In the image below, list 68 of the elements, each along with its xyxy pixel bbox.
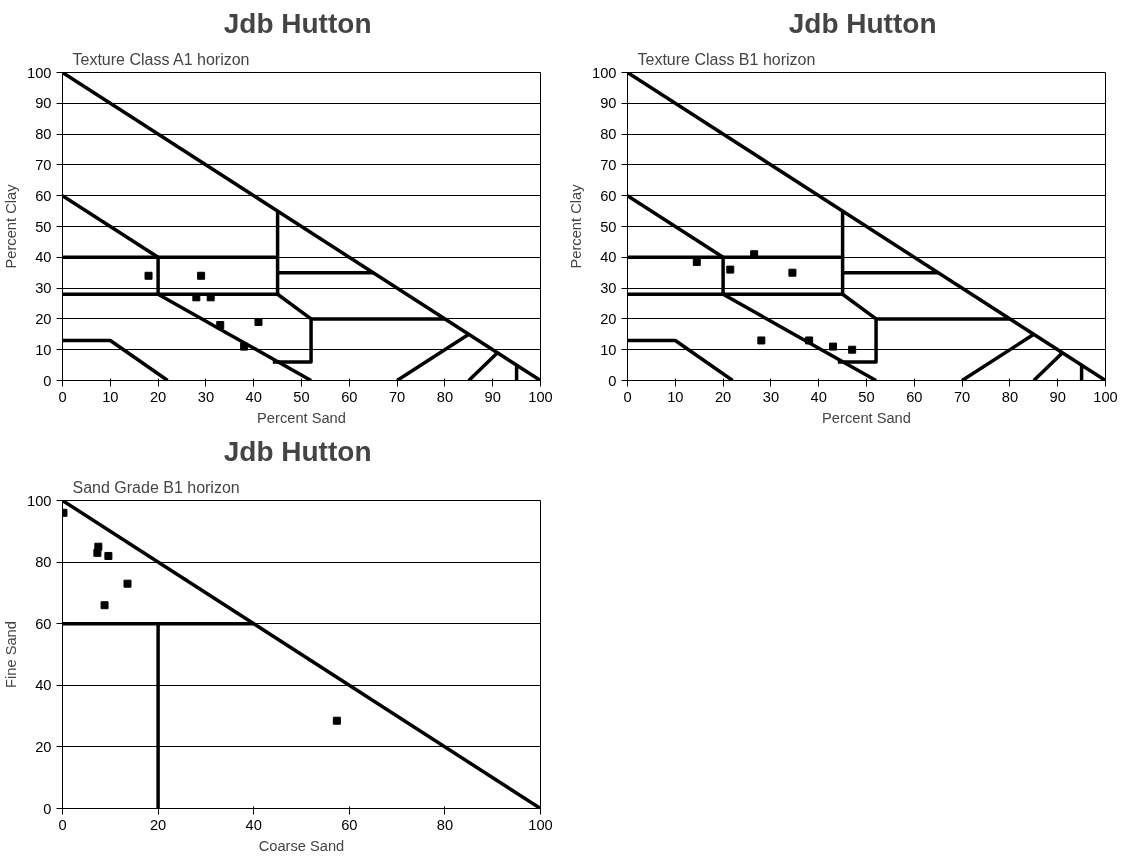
x-tick-label: 40 (245, 816, 262, 833)
y-tick-label: 0 (608, 372, 617, 389)
x-axis-title: Percent Sand (257, 409, 346, 426)
y-tick-label: 50 (35, 218, 52, 235)
chart-title: Jdb Hutton (223, 7, 372, 39)
x-tick-label: 30 (197, 388, 215, 405)
x-tick-label: 50 (858, 388, 875, 405)
x-tick-label: 10 (102, 388, 119, 405)
y-axis-title: Percent Clay (3, 183, 20, 269)
y-tick-label: 70 (35, 156, 52, 173)
y-tick-label: 70 (600, 156, 617, 173)
y-tick-label: 10 (35, 341, 52, 358)
y-tick-label: 20 (600, 310, 617, 327)
y-tick-label: 0 (43, 800, 52, 817)
y-tick-label: 100 (27, 492, 52, 509)
x-tick-label: 90 (484, 388, 501, 405)
y-tick-label: 20 (35, 310, 52, 327)
y-tick-label: 50 (600, 218, 617, 235)
x-tick-label: 90 (1049, 388, 1066, 405)
y-tick-label: 60 (35, 615, 52, 632)
y-tick-label: 90 (600, 95, 617, 112)
x-tick-label: 60 (906, 388, 923, 405)
y-tick-label: 90 (35, 95, 52, 112)
y-tick-label: 30 (600, 280, 617, 297)
y-tick-label: 80 (35, 126, 52, 143)
x-tick-label: 20 (714, 388, 732, 405)
x-tick-label: 100 (528, 816, 553, 833)
chart-subtitle: Sand Grade B1 horizon (72, 478, 240, 496)
x-tick-label: 70 (953, 388, 971, 405)
y-tick-label: 80 (35, 554, 52, 571)
chart-title: Jdb Hutton (788, 7, 937, 39)
x-tick-label: 80 (436, 388, 454, 405)
x-tick-label: 20 (149, 816, 167, 833)
chart-subtitle: Texture Class A1 horizon (72, 50, 250, 68)
y-tick-label: 0 (43, 372, 52, 389)
x-axis-title: Percent Sand (822, 409, 911, 426)
y-axis-title: Percent Clay (568, 183, 585, 269)
x-tick-label: 50 (293, 388, 310, 405)
y-tick-label: 40 (600, 249, 617, 266)
x-tick-label: 80 (436, 816, 454, 833)
y-tick-label: 100 (592, 64, 617, 81)
y-tick-label: 10 (600, 341, 617, 358)
chart-subtitle: Texture Class B1 horizon (637, 50, 816, 68)
y-tick-label: 80 (600, 126, 617, 143)
x-tick-label: 60 (341, 388, 358, 405)
x-tick-label: 80 (1001, 388, 1019, 405)
y-axis-title: Fine Sand (3, 621, 20, 688)
x-tick-label: 30 (762, 388, 780, 405)
x-tick-label: 0 (58, 816, 67, 833)
x-tick-label: 70 (388, 388, 406, 405)
y-tick-label: 60 (35, 187, 52, 204)
x-tick-label: 10 (667, 388, 684, 405)
x-axis-title: Coarse Sand (258, 837, 345, 854)
x-tick-label: 0 (623, 388, 632, 405)
y-tick-label: 60 (600, 187, 617, 204)
x-tick-label: 40 (810, 388, 827, 405)
y-tick-label: 100 (27, 64, 52, 81)
x-tick-label: 20 (149, 388, 167, 405)
x-tick-label: 0 (58, 388, 67, 405)
y-tick-label: 40 (35, 677, 52, 694)
x-tick-label: 60 (341, 816, 358, 833)
y-tick-label: 40 (35, 249, 52, 266)
x-tick-label: 100 (528, 388, 553, 405)
x-tick-label: 40 (245, 388, 262, 405)
x-tick-label: 100 (1093, 388, 1118, 405)
chart-title: Jdb Hutton (223, 435, 372, 467)
y-tick-label: 20 (35, 738, 52, 755)
y-tick-label: 30 (35, 280, 52, 297)
